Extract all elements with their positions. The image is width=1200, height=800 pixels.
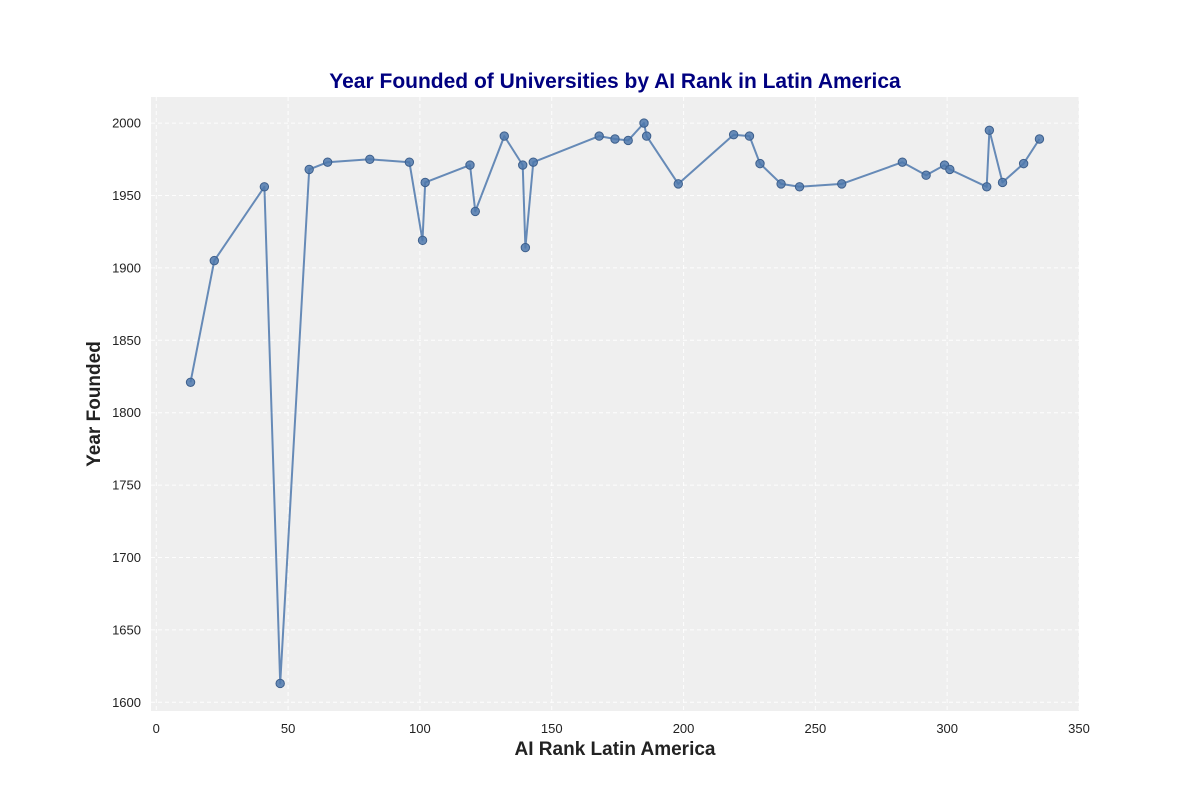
data-point — [520, 242, 531, 253]
data-point — [794, 182, 805, 192]
data-point — [623, 135, 633, 146]
data-point — [728, 129, 739, 140]
data-point — [259, 182, 270, 192]
data-point — [744, 131, 755, 141]
series-layer — [185, 118, 1045, 689]
x-tick-label: 200 — [673, 721, 695, 736]
data-point — [921, 170, 931, 180]
y-axis-label: Year Founded — [84, 341, 105, 467]
y-tick-label: 1650 — [112, 622, 141, 637]
data-point — [639, 118, 649, 128]
data-point — [641, 131, 652, 141]
y-axis-ticks: 1600 1650 1700 1750 1800 1850 1900 1950 2000 — [112, 116, 141, 710]
grid — [151, 97, 1080, 711]
data-point — [673, 179, 683, 189]
x-tick-label: 150 — [541, 721, 563, 736]
data-point — [404, 157, 415, 167]
y-tick-label: 1700 — [112, 550, 141, 565]
data-point — [470, 206, 480, 217]
x-axis-ticks: 0 50 100 150 200 250 300 350 — [153, 721, 1090, 736]
data-point — [997, 177, 1008, 188]
x-tick-label: 350 — [1068, 721, 1090, 736]
data-point — [837, 179, 847, 189]
data-point — [417, 235, 428, 246]
data-point — [465, 160, 475, 170]
data-point — [209, 255, 219, 266]
x-tick-label: 100 — [409, 721, 431, 736]
x-tick-label: 300 — [936, 721, 958, 736]
data-point — [365, 154, 375, 164]
y-tick-label: 1850 — [112, 333, 141, 348]
x-tick-label: 0 — [153, 721, 160, 736]
y-tick-label: 1800 — [112, 405, 141, 420]
y-tick-label: 1600 — [112, 695, 141, 710]
data-point — [322, 157, 333, 167]
data-point — [518, 160, 528, 170]
data-point — [776, 179, 786, 189]
data-point — [984, 125, 995, 136]
data-point — [185, 377, 196, 387]
x-tick-label: 50 — [281, 721, 295, 736]
y-tick-label: 1900 — [112, 260, 141, 275]
y-tick-label: 2000 — [112, 116, 141, 131]
plot-area — [151, 97, 1079, 711]
data-point — [528, 157, 538, 167]
data-point — [610, 134, 620, 144]
data-point — [275, 678, 285, 689]
data-point — [499, 131, 509, 141]
data-point — [594, 131, 604, 141]
data-point — [1018, 158, 1029, 169]
x-axis-label: AI Rank Latin America — [515, 739, 716, 760]
chart-title: Year Founded of Universities by AI Rank … — [329, 70, 901, 93]
data-point — [897, 157, 908, 167]
y-tick-label: 1750 — [112, 478, 141, 493]
x-tick-label: 250 — [805, 721, 827, 736]
data-point — [304, 164, 314, 175]
y-tick-label: 1950 — [112, 188, 141, 203]
data-point — [755, 158, 765, 169]
data-point — [945, 164, 955, 175]
data-point — [982, 182, 992, 192]
data-point — [1034, 134, 1045, 144]
data-point — [420, 177, 430, 188]
